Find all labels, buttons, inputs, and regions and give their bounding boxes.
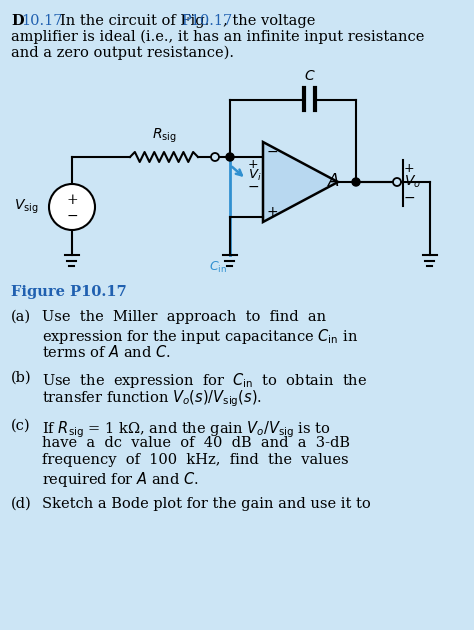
Text: +: + bbox=[404, 161, 415, 175]
Text: Use  the  expression  for  $C_{\mathrm{in}}$  to  obtain  the: Use the expression for $C_{\mathrm{in}}$… bbox=[42, 371, 367, 390]
Text: $A$: $A$ bbox=[327, 173, 340, 190]
Text: −: − bbox=[248, 180, 260, 194]
Text: (b): (b) bbox=[11, 371, 32, 385]
Text: +: + bbox=[248, 159, 259, 171]
Text: $V_o$: $V_o$ bbox=[404, 174, 421, 190]
Text: have  a  dc  value  of  40  dB  and  a  3-dB: have a dc value of 40 dB and a 3-dB bbox=[42, 436, 350, 450]
Text: , the voltage: , the voltage bbox=[223, 14, 315, 28]
Circle shape bbox=[49, 184, 95, 230]
Text: Sketch a Bode plot for the gain and use it to: Sketch a Bode plot for the gain and use … bbox=[42, 497, 371, 511]
Text: $V_i$: $V_i$ bbox=[248, 168, 262, 183]
Text: −: − bbox=[66, 209, 78, 223]
Text: If $R_{\mathrm{sig}}$ = 1 kΩ, and the gain $V_o/V_{\mathrm{sig}}$ is to: If $R_{\mathrm{sig}}$ = 1 kΩ, and the ga… bbox=[42, 419, 331, 440]
Circle shape bbox=[393, 178, 401, 186]
Text: (c): (c) bbox=[11, 419, 31, 433]
Text: frequency  of  100  kHz,  find  the  values: frequency of 100 kHz, find the values bbox=[42, 453, 348, 467]
Circle shape bbox=[226, 153, 234, 161]
Text: +: + bbox=[66, 193, 78, 207]
Text: $C$: $C$ bbox=[304, 69, 315, 83]
Polygon shape bbox=[263, 142, 338, 222]
Text: amplifier is ideal (i.e., it has an infinite input resistance: amplifier is ideal (i.e., it has an infi… bbox=[11, 30, 424, 44]
Text: expression for the input capacitance $C_{\mathrm{in}}$ in: expression for the input capacitance $C_… bbox=[42, 327, 358, 346]
Text: −: − bbox=[404, 191, 416, 205]
Text: D: D bbox=[11, 14, 24, 28]
Text: $V_{\mathrm{sig}}$: $V_{\mathrm{sig}}$ bbox=[14, 198, 39, 216]
Text: required for $A$ and $C$.: required for $A$ and $C$. bbox=[42, 470, 199, 489]
Text: −: − bbox=[267, 145, 279, 159]
Text: In the circuit of Fig.: In the circuit of Fig. bbox=[60, 14, 209, 28]
Circle shape bbox=[211, 153, 219, 161]
Text: $C_{\mathrm{in}}$: $C_{\mathrm{in}}$ bbox=[209, 260, 227, 275]
Text: $R_{\mathrm{sig}}$: $R_{\mathrm{sig}}$ bbox=[152, 127, 176, 145]
Text: (d): (d) bbox=[11, 497, 32, 511]
Text: and a zero output resistance).: and a zero output resistance). bbox=[11, 46, 234, 60]
Text: (a): (a) bbox=[11, 310, 31, 324]
Text: 10.17: 10.17 bbox=[21, 14, 63, 28]
Circle shape bbox=[352, 178, 360, 186]
Text: +: + bbox=[267, 205, 279, 219]
Text: Use  the  Miller  approach  to  find  an: Use the Miller approach to find an bbox=[42, 310, 326, 324]
Text: P10.17: P10.17 bbox=[181, 14, 232, 28]
Text: Figure P10.17: Figure P10.17 bbox=[11, 285, 127, 299]
Text: terms of $A$ and $C$.: terms of $A$ and $C$. bbox=[42, 344, 171, 360]
Text: transfer function $V_{o}(s)/V_{\mathrm{sig}}(s)$.: transfer function $V_{o}(s)/V_{\mathrm{s… bbox=[42, 388, 262, 409]
